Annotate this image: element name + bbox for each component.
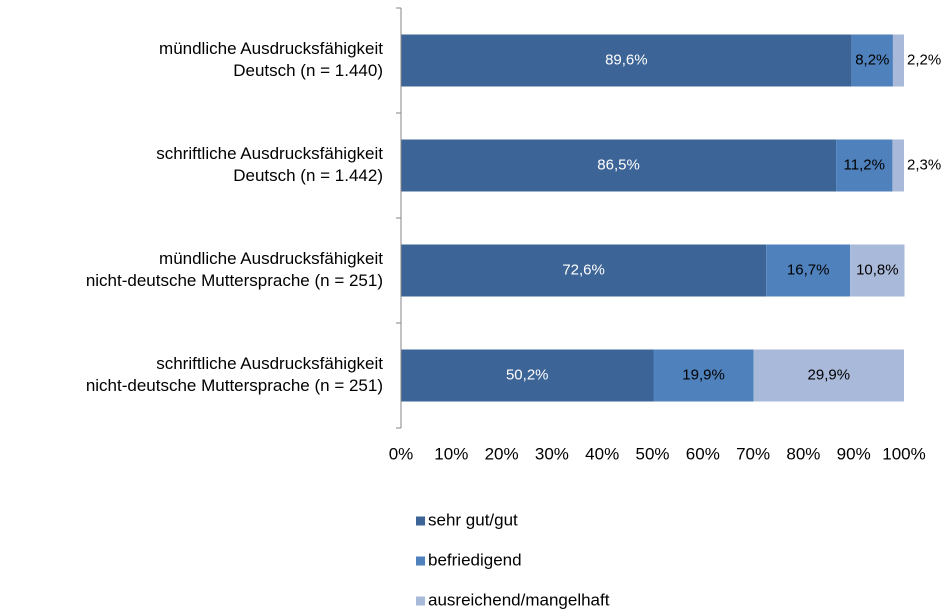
category-label: nicht-deutsche Muttersprache (n = 251) [86, 271, 383, 290]
category-label: nicht-deutsche Muttersprache (n = 251) [86, 376, 383, 395]
data-label: 86,5% [597, 156, 640, 173]
x-tick-label: 0% [389, 444, 414, 463]
legend-label: befriedigend [428, 550, 522, 569]
x-tick-label: 60% [686, 444, 720, 463]
x-tick-label: 80% [786, 444, 820, 463]
data-label: 89,6% [605, 51, 648, 68]
bar-segment [892, 34, 904, 87]
data-label: 50,2% [506, 366, 549, 383]
x-tick-label: 90% [837, 444, 871, 463]
category-label: schriftliche Ausdrucksfähigkeit [156, 144, 383, 163]
x-tick-label: 30% [535, 444, 569, 463]
bar-segment [851, 34, 893, 87]
legend-label: ausreichend/mangelhaft [428, 590, 610, 609]
bar-segment [836, 139, 893, 192]
bar-segment [850, 244, 905, 297]
bar-segment [766, 244, 851, 297]
x-tick-label: 50% [635, 444, 669, 463]
data-label: 72,6% [562, 261, 605, 278]
x-tick-label: 100% [882, 444, 925, 463]
x-tick-label: 10% [434, 444, 468, 463]
bar-segment [401, 139, 837, 192]
x-tick-label: 20% [485, 444, 519, 463]
data-label: 11,2% [844, 156, 885, 173]
category-label: Deutsch (n = 1.440) [233, 61, 383, 80]
data-label: 19,9% [682, 366, 725, 383]
bar-segment [753, 349, 904, 402]
legend-swatch [416, 516, 425, 526]
category-label: Deutsch (n = 1.442) [233, 166, 383, 185]
data-label: 2,2% [907, 51, 941, 68]
bar-segment [892, 139, 904, 192]
legend-swatch [416, 596, 425, 606]
bar-segment [401, 244, 767, 297]
bar-segment [401, 349, 654, 402]
legend-label: sehr gut/gut [428, 510, 518, 529]
category-label: mündliche Ausdrucksfähigkeit [159, 249, 383, 268]
data-label: 10,8% [856, 261, 899, 278]
x-tick-label: 70% [736, 444, 770, 463]
data-label: 2,3% [907, 156, 941, 173]
data-label: 29,9% [808, 366, 851, 383]
bar-segment [653, 349, 754, 402]
category-label: schriftliche Ausdrucksfähigkeit [156, 354, 383, 373]
category-label: mündliche Ausdrucksfähigkeit [159, 39, 383, 58]
x-tick-label: 40% [585, 444, 619, 463]
data-label: 8,2% [855, 51, 889, 68]
bar-segment [401, 34, 852, 87]
data-label: 16,7% [787, 261, 830, 278]
legend-swatch [416, 556, 425, 566]
